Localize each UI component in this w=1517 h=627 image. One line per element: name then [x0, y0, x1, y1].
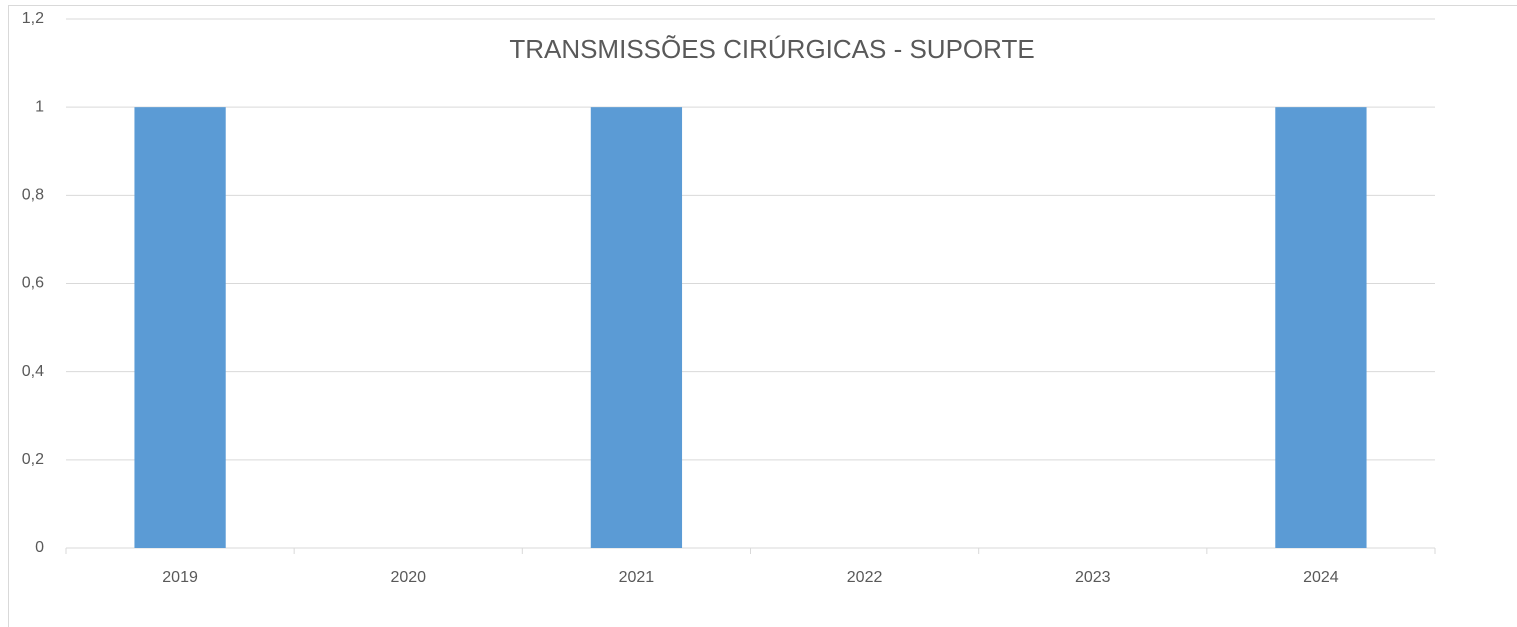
- chart-frame: [8, 5, 1517, 627]
- y-tick-label: 0: [35, 539, 44, 556]
- x-tick-label: 2022: [847, 569, 883, 586]
- chart-title: TRANSMISSÕES CIRÚRGICAS - SUPORTE: [509, 34, 1034, 64]
- y-tick-label: 0,4: [22, 363, 44, 380]
- y-tick-label: 1: [35, 98, 44, 115]
- y-tick-label: 0,6: [22, 275, 44, 292]
- x-tick-label: 2024: [1303, 569, 1339, 586]
- y-tick-label: 1,2: [22, 10, 44, 27]
- x-tick-label: 2023: [1075, 569, 1111, 586]
- x-tick-label: 2019: [162, 569, 198, 586]
- x-tick-label: 2020: [390, 569, 426, 586]
- bar: [1275, 107, 1367, 549]
- bar: [134, 107, 226, 549]
- y-tick-label: 0,2: [22, 451, 44, 468]
- x-tick-label: 2021: [619, 569, 655, 586]
- bar: [590, 107, 683, 549]
- y-tick-label: 0,8: [22, 187, 44, 204]
